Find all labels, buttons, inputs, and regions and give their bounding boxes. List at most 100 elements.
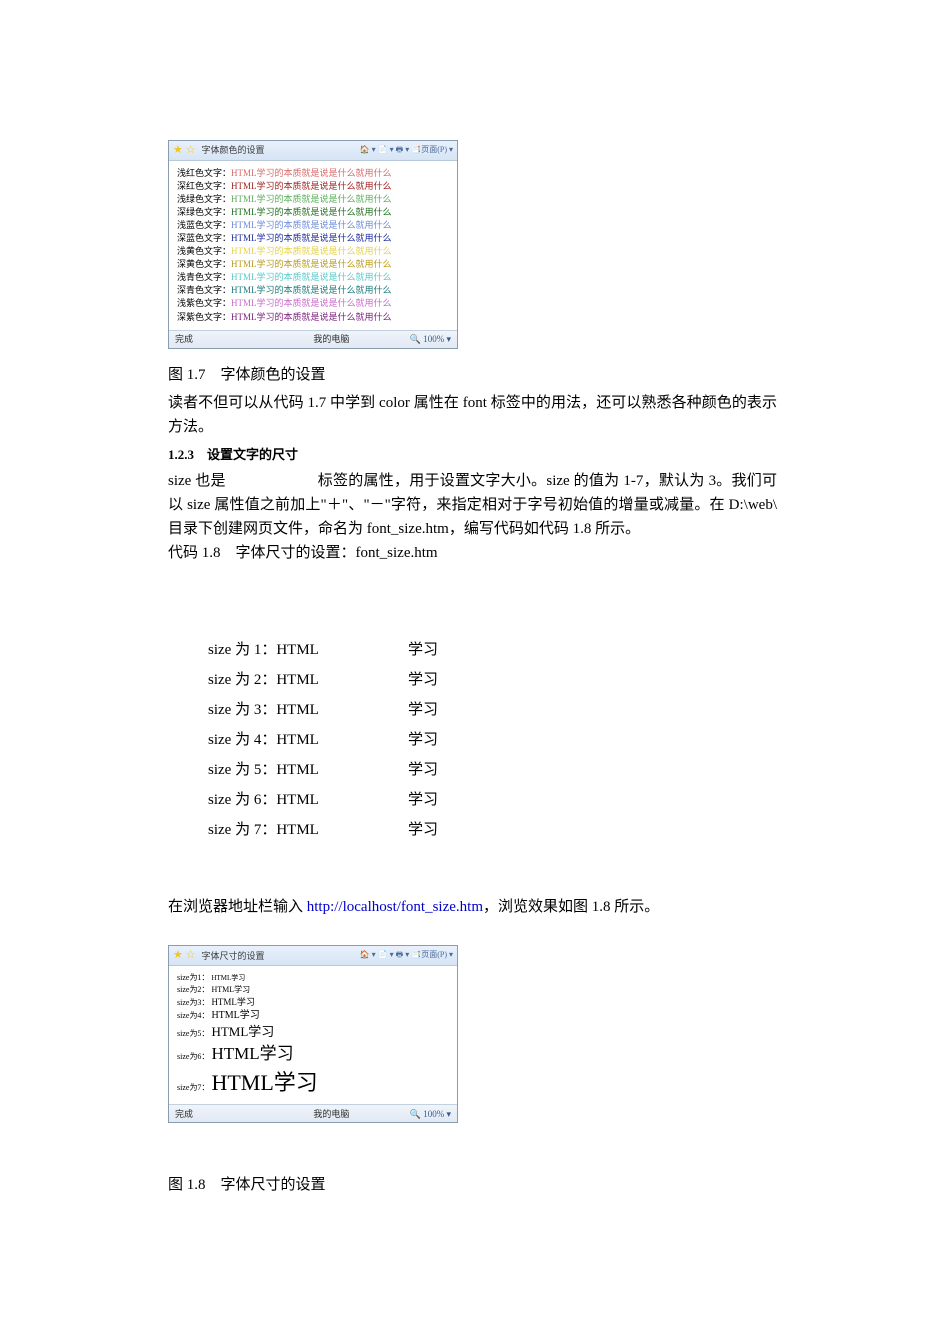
color-sample-line: 浅红色文字：HTML学习的本质就是说是什么就用什么 bbox=[177, 167, 449, 180]
font-size-sample-line: size为7：HTML学习 bbox=[177, 1067, 449, 1099]
color-line-label: 深青色文字： bbox=[177, 285, 231, 295]
para2-part-a: size 也是 bbox=[168, 473, 226, 489]
status-zone-2: 我的电脑 bbox=[193, 1107, 410, 1121]
color-line-text: HTML学习的本质就是说是什么就用什么 bbox=[231, 285, 392, 295]
url-link[interactable]: http://localhost/font_size.htm bbox=[307, 899, 483, 915]
size-line-text: HTML学习 bbox=[211, 1009, 259, 1024]
para4-post: ，浏览效果如图 1.8 所示。 bbox=[483, 899, 659, 915]
size-list-block: size 为 1：HTML学习size 为 2：HTML学习size 为 3：H… bbox=[208, 635, 777, 845]
color-line-text: HTML学习的本质就是说是什么就用什么 bbox=[231, 168, 392, 178]
size-line-text: HTML学习 bbox=[211, 973, 245, 983]
color-line-label: 浅紫色文字： bbox=[177, 298, 231, 308]
color-line-label: 深绿色文字： bbox=[177, 207, 231, 217]
size-list-row: size 为 6：HTML学习 bbox=[208, 785, 777, 815]
size-line-label: size为3： bbox=[177, 997, 209, 1009]
color-line-label: 浅绿色文字： bbox=[177, 194, 231, 204]
tab-title-2[interactable]: 字体尺寸的设置 bbox=[197, 949, 359, 963]
paragraph-4: 在浏览器地址栏输入 http://localhost/font_size.htm… bbox=[168, 895, 777, 919]
paragraph-2: size 也是 标签的属性，用于设置文字大小。size 的值为 1-7，默认为 … bbox=[168, 469, 777, 541]
color-line-text: HTML学习的本质就是说是什么就用什么 bbox=[231, 246, 392, 256]
font-size-sample-line: size为2：HTML学习 bbox=[177, 984, 449, 996]
browser-statusbar-2: 完成 我的电脑 🔍 100% ▾ bbox=[169, 1104, 457, 1122]
size-list-row: size 为 3：HTML学习 bbox=[208, 695, 777, 725]
color-line-text: HTML学习的本质就是说是什么就用什么 bbox=[231, 272, 392, 282]
color-line-text: HTML学习的本质就是说是什么就用什么 bbox=[231, 220, 392, 230]
tab-title[interactable]: 字体颜色的设置 bbox=[197, 143, 359, 157]
size-row-right: 学习 bbox=[408, 665, 438, 695]
size-row-right: 学习 bbox=[408, 725, 438, 755]
color-line-text: HTML学习的本质就是说是什么就用什么 bbox=[231, 259, 392, 269]
size-line-text: HTML学习 bbox=[211, 1042, 293, 1067]
para4-pre: 在浏览器地址栏输入 bbox=[168, 899, 307, 915]
browser-titlebar: ★ ☆ 字体颜色的设置 🏠 ▾ 📄 ▾ 🖶 ▾ 📑页面(P) ▾ bbox=[169, 141, 457, 161]
size-line-text: HTML学习 bbox=[211, 984, 250, 996]
font-size-sample-line: size为5：HTML学习 bbox=[177, 1023, 449, 1042]
size-row-right: 学习 bbox=[408, 635, 438, 665]
size-line-text: HTML学习 bbox=[211, 996, 255, 1009]
font-size-sample-line: size为6：HTML学习 bbox=[177, 1042, 449, 1067]
color-line-text: HTML学习的本质就是说是什么就用什么 bbox=[231, 298, 392, 308]
size-line-label: size为7： bbox=[177, 1082, 209, 1094]
size-line-label: size为6： bbox=[177, 1051, 209, 1063]
color-line-label: 深红色文字： bbox=[177, 181, 231, 191]
browser-content-colors: 浅红色文字：HTML学习的本质就是说是什么就用什么深红色文字：HTML学习的本质… bbox=[169, 161, 457, 330]
browser-content-sizes: size为1：HTML学习size为2：HTML学习size为3：HTML学习s… bbox=[169, 966, 457, 1104]
status-done: 完成 bbox=[175, 332, 193, 346]
figure-caption-1-8: 图 1.8 字体尺寸的设置 bbox=[168, 1173, 777, 1197]
size-line-label: size为5： bbox=[177, 1028, 209, 1040]
size-list-row: size 为 2：HTML学习 bbox=[208, 665, 777, 695]
color-line-text: HTML学习的本质就是说是什么就用什么 bbox=[231, 233, 392, 243]
color-line-label: 浅红色文字： bbox=[177, 168, 231, 178]
status-zoom[interactable]: 🔍 100% ▾ bbox=[410, 332, 451, 346]
paragraph-3: 代码 1.8 字体尺寸的设置：font_size.htm bbox=[168, 541, 777, 565]
size-row-right: 学习 bbox=[408, 785, 438, 815]
browser-statusbar: 完成 我的电脑 🔍 100% ▾ bbox=[169, 330, 457, 348]
color-sample-line: 深黄色文字：HTML学习的本质就是说是什么就用什么 bbox=[177, 258, 449, 271]
size-list-row: size 为 1：HTML学习 bbox=[208, 635, 777, 665]
favorites-star-icon-2[interactable]: ★ ☆ bbox=[173, 947, 195, 965]
size-line-text: HTML学习 bbox=[211, 1023, 274, 1042]
size-line-label: size为1： bbox=[177, 972, 209, 984]
color-line-label: 浅黄色文字： bbox=[177, 246, 231, 256]
favorites-star-icon[interactable]: ★ ☆ bbox=[173, 142, 195, 160]
browser-toolbar-icons-2[interactable]: 🏠 ▾ 📄 ▾ 🖶 ▾ 📑页面(P) ▾ bbox=[360, 949, 453, 962]
font-size-sample-line: size为3：HTML学习 bbox=[177, 996, 449, 1009]
size-row-left: size 为 5：HTML bbox=[208, 755, 408, 785]
size-row-left: size 为 7：HTML bbox=[208, 815, 408, 845]
size-list-row: size 为 7：HTML学习 bbox=[208, 815, 777, 845]
size-line-label: size为2： bbox=[177, 984, 209, 996]
size-row-left: size 为 6：HTML bbox=[208, 785, 408, 815]
browser-toolbar-icons[interactable]: 🏠 ▾ 📄 ▾ 🖶 ▾ 📑页面(P) ▾ bbox=[360, 144, 453, 157]
color-line-label: 深紫色文字： bbox=[177, 312, 231, 322]
size-row-left: size 为 1：HTML bbox=[208, 635, 408, 665]
color-sample-line: 深绿色文字：HTML学习的本质就是说是什么就用什么 bbox=[177, 206, 449, 219]
status-done-2: 完成 bbox=[175, 1107, 193, 1121]
color-line-label: 深蓝色文字： bbox=[177, 233, 231, 243]
color-line-text: HTML学习的本质就是说是什么就用什么 bbox=[231, 207, 392, 217]
status-zoom-2[interactable]: 🔍 100% ▾ bbox=[410, 1107, 451, 1121]
color-line-label: 深黄色文字： bbox=[177, 259, 231, 269]
color-sample-line: 深红色文字：HTML学习的本质就是说是什么就用什么 bbox=[177, 180, 449, 193]
color-line-text: HTML学习的本质就是说是什么就用什么 bbox=[231, 181, 392, 191]
color-line-label: 浅青色文字： bbox=[177, 272, 231, 282]
browser-window-colors: ★ ☆ 字体颜色的设置 🏠 ▾ 📄 ▾ 🖶 ▾ 📑页面(P) ▾ 浅红色文字：H… bbox=[168, 140, 458, 349]
size-line-text: HTML学习 bbox=[211, 1067, 317, 1099]
color-sample-line: 浅紫色文字：HTML学习的本质就是说是什么就用什么 bbox=[177, 297, 449, 310]
font-size-sample-line: size为1：HTML学习 bbox=[177, 972, 449, 984]
size-row-right: 学习 bbox=[408, 815, 438, 845]
size-list-row: size 为 4：HTML学习 bbox=[208, 725, 777, 755]
size-row-right: 学习 bbox=[408, 755, 438, 785]
status-zone: 我的电脑 bbox=[193, 332, 410, 346]
size-row-left: size 为 2：HTML bbox=[208, 665, 408, 695]
size-row-right: 学习 bbox=[408, 695, 438, 725]
browser-window-sizes: ★ ☆ 字体尺寸的设置 🏠 ▾ 📄 ▾ 🖶 ▾ 📑页面(P) ▾ size为1：… bbox=[168, 945, 458, 1123]
color-sample-line: 浅绿色文字：HTML学习的本质就是说是什么就用什么 bbox=[177, 193, 449, 206]
para2-part-b: 标签的属性，用于设置文字大小。size 的值为 1-7，默认为 3。我们可以 s… bbox=[168, 473, 777, 537]
color-sample-line: 深青色文字：HTML学习的本质就是说是什么就用什么 bbox=[177, 284, 449, 297]
font-size-sample-line: size为4：HTML学习 bbox=[177, 1009, 449, 1024]
color-line-text: HTML学习的本质就是说是什么就用什么 bbox=[231, 194, 392, 204]
color-line-label: 浅蓝色文字： bbox=[177, 220, 231, 230]
paragraph-1: 读者不但可以从代码 1.7 中学到 color 属性在 font 标签中的用法，… bbox=[168, 391, 777, 439]
figure-caption-1-7: 图 1.7 字体颜色的设置 bbox=[168, 363, 777, 387]
color-sample-line: 深紫色文字：HTML学习的本质就是说是什么就用什么 bbox=[177, 311, 449, 324]
